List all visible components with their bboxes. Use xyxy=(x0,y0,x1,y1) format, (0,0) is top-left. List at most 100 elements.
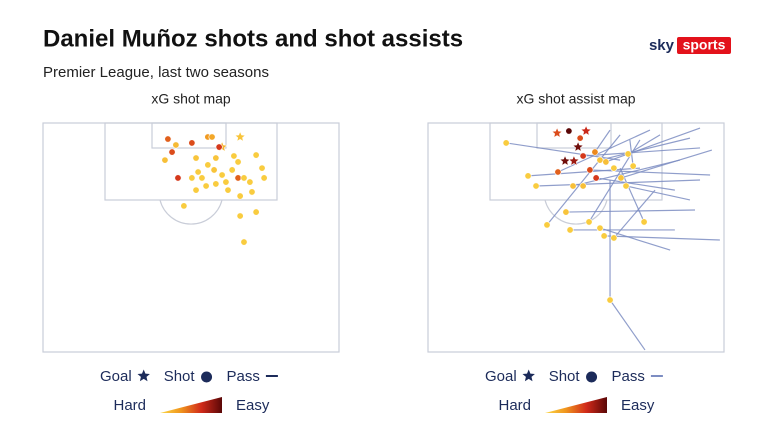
logo-box xyxy=(677,37,731,54)
pass-line xyxy=(613,189,656,239)
shot-dot xyxy=(212,154,220,162)
shot-dot xyxy=(524,172,532,180)
legend-dot xyxy=(586,371,598,383)
shot-dot xyxy=(228,166,236,174)
shot-dot xyxy=(576,134,584,142)
shot-dot xyxy=(174,174,182,182)
goal-star xyxy=(572,140,585,153)
legend-star xyxy=(522,369,535,382)
shot-dot xyxy=(246,178,254,186)
legend-label: Goal xyxy=(100,368,132,385)
pass-line xyxy=(583,147,701,157)
legend-star xyxy=(137,369,150,382)
pass-line xyxy=(599,137,691,161)
legend-label: Shot xyxy=(549,368,581,385)
pass-line xyxy=(572,159,681,187)
shot-dot xyxy=(222,178,230,186)
shot-dot xyxy=(198,174,206,182)
shot-dot xyxy=(569,182,577,190)
shot-dot xyxy=(215,143,223,151)
shot-dot xyxy=(592,174,600,182)
shot-dot xyxy=(218,171,226,179)
shot-dot xyxy=(188,174,196,182)
shot-dot xyxy=(192,154,200,162)
shot-dot xyxy=(585,218,593,226)
pass-line xyxy=(599,227,671,251)
shot-dot xyxy=(543,221,551,229)
pitch-right xyxy=(427,122,725,353)
chart-title: xG shot map xyxy=(151,91,231,107)
scale-high-label: Easy xyxy=(236,397,270,414)
shot-dot xyxy=(180,202,188,210)
subtitle: Premier League, last two seasons xyxy=(43,64,269,81)
legend-label: Goal xyxy=(485,368,517,385)
legend-dot xyxy=(201,371,213,383)
shot-dot xyxy=(164,135,172,143)
pass-line xyxy=(625,185,691,201)
shot-dot xyxy=(236,212,244,220)
shot-dot xyxy=(172,141,180,149)
shot-dot xyxy=(600,232,608,240)
pitch-left xyxy=(42,122,340,353)
pass-line xyxy=(596,177,675,191)
shot-dot xyxy=(565,127,573,135)
shot-dot xyxy=(617,174,625,182)
shot-dot xyxy=(610,164,618,172)
color-scale-wedge xyxy=(160,397,222,413)
shot-dot xyxy=(554,168,562,176)
logo-sports: sports xyxy=(683,37,726,53)
shot-dot xyxy=(566,226,574,234)
scale-low-label: Hard xyxy=(498,397,531,414)
shot-dot xyxy=(202,182,210,190)
shot-dot xyxy=(208,133,216,141)
shot-dot xyxy=(236,192,244,200)
shot-dot xyxy=(192,186,200,194)
shot-dot xyxy=(258,164,266,172)
shot-dot xyxy=(260,174,268,182)
shot-dot xyxy=(596,156,604,164)
shot-dot xyxy=(230,152,238,160)
shot-dot xyxy=(210,166,218,174)
shot-dot xyxy=(622,182,630,190)
shot-dot xyxy=(212,180,220,188)
shot-dot xyxy=(502,139,510,147)
shot-dot xyxy=(168,148,176,156)
pass-line xyxy=(565,209,696,213)
goal-star xyxy=(551,126,564,139)
goal-star xyxy=(567,154,580,167)
shot-dot xyxy=(610,234,618,242)
title: Daniel Muñoz shots and shot assists xyxy=(43,25,463,52)
scale-low-label: Hard xyxy=(113,397,146,414)
shot-dot xyxy=(591,148,599,156)
shot-dot xyxy=(624,150,632,158)
pass-line xyxy=(604,235,720,241)
shot-dot xyxy=(606,296,614,304)
pass-line xyxy=(546,134,621,226)
pass-line xyxy=(629,139,634,167)
color-scale-wedge xyxy=(545,397,607,413)
shot-dot xyxy=(579,182,587,190)
pass-line xyxy=(605,127,701,163)
scale-high-label: Easy xyxy=(621,397,655,414)
shot-dot xyxy=(586,166,594,174)
shot-dot xyxy=(234,158,242,166)
shot-dot xyxy=(532,182,540,190)
pass-line xyxy=(536,179,701,187)
goal-star xyxy=(580,124,593,137)
shot-dot xyxy=(596,224,604,232)
shot-dot xyxy=(579,152,587,160)
shot-dot xyxy=(240,174,248,182)
shot-dot xyxy=(234,174,242,182)
shot-dot xyxy=(194,168,202,176)
shot-dot xyxy=(562,208,570,216)
shot-dot xyxy=(602,158,610,166)
logo-sky: sky xyxy=(649,37,675,54)
shot-dot xyxy=(240,238,248,246)
shot-dot xyxy=(629,162,637,170)
shot-dot xyxy=(224,186,232,194)
legend-label: Shot xyxy=(164,368,196,385)
chart-title: xG shot assist map xyxy=(516,91,635,107)
pass-line xyxy=(557,129,651,173)
